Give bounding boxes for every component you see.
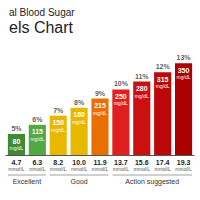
svg-text:els Chart: els Chart <box>9 19 74 36</box>
svg-text:mg/dL: mg/dL <box>114 100 128 106</box>
svg-text:15.6: 15.6 <box>135 159 149 166</box>
svg-text:80: 80 <box>13 138 21 145</box>
svg-text:mg/dL: mg/dL <box>177 74 191 80</box>
svg-text:4.7: 4.7 <box>12 159 22 166</box>
svg-text:19.3: 19.3 <box>177 159 191 166</box>
svg-text:mmol/L: mmol/L <box>71 166 88 172</box>
svg-text:11.9: 11.9 <box>93 159 106 166</box>
svg-text:al Blood Sugar: al Blood Sugar <box>9 7 75 18</box>
svg-text:8%: 8% <box>74 99 85 106</box>
svg-text:mmol/L: mmol/L <box>92 166 109 172</box>
svg-text:Excellent: Excellent <box>13 178 41 185</box>
svg-text:mg/dL: mg/dL <box>156 83 170 89</box>
svg-text:11%: 11% <box>135 73 149 80</box>
svg-text:5%: 5% <box>11 125 22 132</box>
svg-text:115: 115 <box>32 128 43 135</box>
svg-text:mg/dL: mg/dL <box>135 93 149 99</box>
svg-text:mmol/L: mmol/L <box>154 166 171 172</box>
svg-text:350: 350 <box>178 67 190 74</box>
svg-text:mg/dL: mg/dL <box>51 127 65 133</box>
svg-text:8.2: 8.2 <box>53 159 63 166</box>
svg-text:10%: 10% <box>114 80 129 87</box>
svg-text:mmol/L: mmol/L <box>175 166 192 172</box>
svg-text:mg/dL: mg/dL <box>72 119 86 125</box>
svg-text:mmol/L: mmol/L <box>50 166 67 172</box>
svg-text:17.4: 17.4 <box>156 159 170 166</box>
svg-text:mg/dL: mg/dL <box>30 136 44 142</box>
svg-text:215: 215 <box>94 102 106 109</box>
svg-text:6%: 6% <box>32 116 43 123</box>
svg-text:9%: 9% <box>95 90 106 97</box>
svg-text:10.0: 10.0 <box>72 159 86 166</box>
svg-text:12%: 12% <box>156 63 171 70</box>
svg-text:mg/dL: mg/dL <box>93 110 107 116</box>
svg-text:180: 180 <box>73 111 85 118</box>
svg-text:13.7: 13.7 <box>114 159 128 166</box>
svg-text:280: 280 <box>136 85 148 92</box>
svg-text:mmol/L: mmol/L <box>29 166 46 172</box>
svg-text:6.3: 6.3 <box>32 159 42 166</box>
svg-text:Action suggested: Action suggested <box>125 178 179 186</box>
svg-text:250: 250 <box>115 93 127 100</box>
svg-text:315: 315 <box>157 76 169 83</box>
svg-text:150: 150 <box>52 119 64 126</box>
svg-text:7%: 7% <box>53 107 64 114</box>
svg-text:mmol/L: mmol/L <box>113 166 130 172</box>
svg-text:mmol/L: mmol/L <box>134 166 151 172</box>
svg-text:13%: 13% <box>177 54 192 61</box>
svg-text:mmol/L: mmol/L <box>8 166 25 172</box>
svg-text:mg/dL: mg/dL <box>9 145 23 151</box>
svg-text:Good: Good <box>71 178 88 185</box>
